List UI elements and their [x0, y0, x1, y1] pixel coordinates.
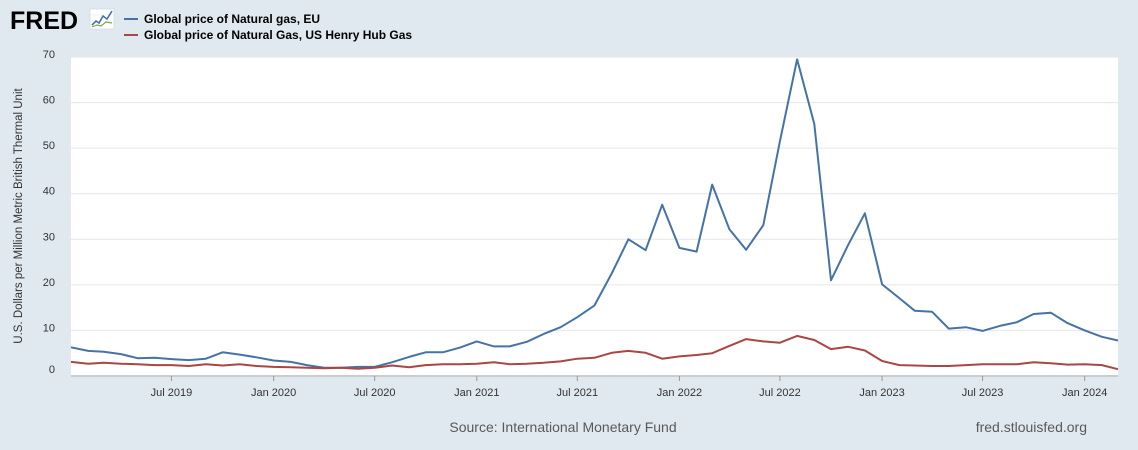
fred-logo[interactable]: FRED	[10, 7, 115, 35]
legend: Global price of Natural gas, EU Global p…	[124, 12, 412, 42]
legend-item-eu[interactable]: Global price of Natural gas, EU	[124, 12, 320, 26]
x-tick-label: Jul 2022	[759, 387, 801, 399]
source-note: Source: International Monetary Fund	[449, 419, 676, 435]
series-line-eu[interactable]	[70, 58, 1119, 369]
y-tick-label: 50	[43, 140, 55, 152]
legend-item-us[interactable]: Global price of Natural Gas, US Henry Hu…	[124, 28, 412, 42]
series-layer	[70, 58, 1119, 371]
y-tick-label: 70	[43, 49, 55, 61]
gridlines	[71, 56, 1118, 331]
y-tick-label: 60	[43, 95, 55, 107]
x-tick-label: Jul 2020	[354, 387, 396, 399]
x-tick-label: Jan 2020	[251, 387, 296, 399]
site-link[interactable]: fred.stlouisfed.org	[976, 419, 1087, 435]
y-tick-label: 20	[43, 277, 55, 289]
x-axis-ticks: Jul 2019 Jan 2020 Jul 2020 Jan 2021 Jul 2021…	[151, 376, 1107, 399]
legend-label-us: Global price of Natural Gas, US Henry Hu…	[144, 28, 412, 42]
fred-logo-text: FRED	[10, 7, 78, 35]
x-tick-label: Jan 2021	[454, 387, 499, 399]
y-tick-label: 30	[43, 231, 55, 243]
y-tick-label: 0	[49, 364, 55, 376]
y-tick-label: 10	[43, 322, 55, 334]
x-tick-label: Jan 2024	[1062, 387, 1107, 399]
legend-label-eu: Global price of Natural gas, EU	[144, 12, 320, 26]
y-axis-ticks: 0 10 20 30 40 50 60 70	[43, 49, 55, 376]
x-tick-label: Jul 2019	[151, 387, 193, 399]
x-tick-label: Jul 2023	[962, 387, 1004, 399]
series-line-us[interactable]	[70, 334, 1119, 371]
fred-chart-icon	[89, 8, 115, 30]
x-tick-label: Jul 2021	[556, 387, 598, 399]
x-tick-label: Jan 2022	[657, 387, 702, 399]
y-axis-label: U.S. Dollars per Million Metric British …	[13, 87, 25, 343]
x-tick-label: Jan 2023	[859, 387, 904, 399]
plot-area[interactable]	[71, 57, 1118, 377]
y-tick-label: 40	[43, 186, 55, 198]
